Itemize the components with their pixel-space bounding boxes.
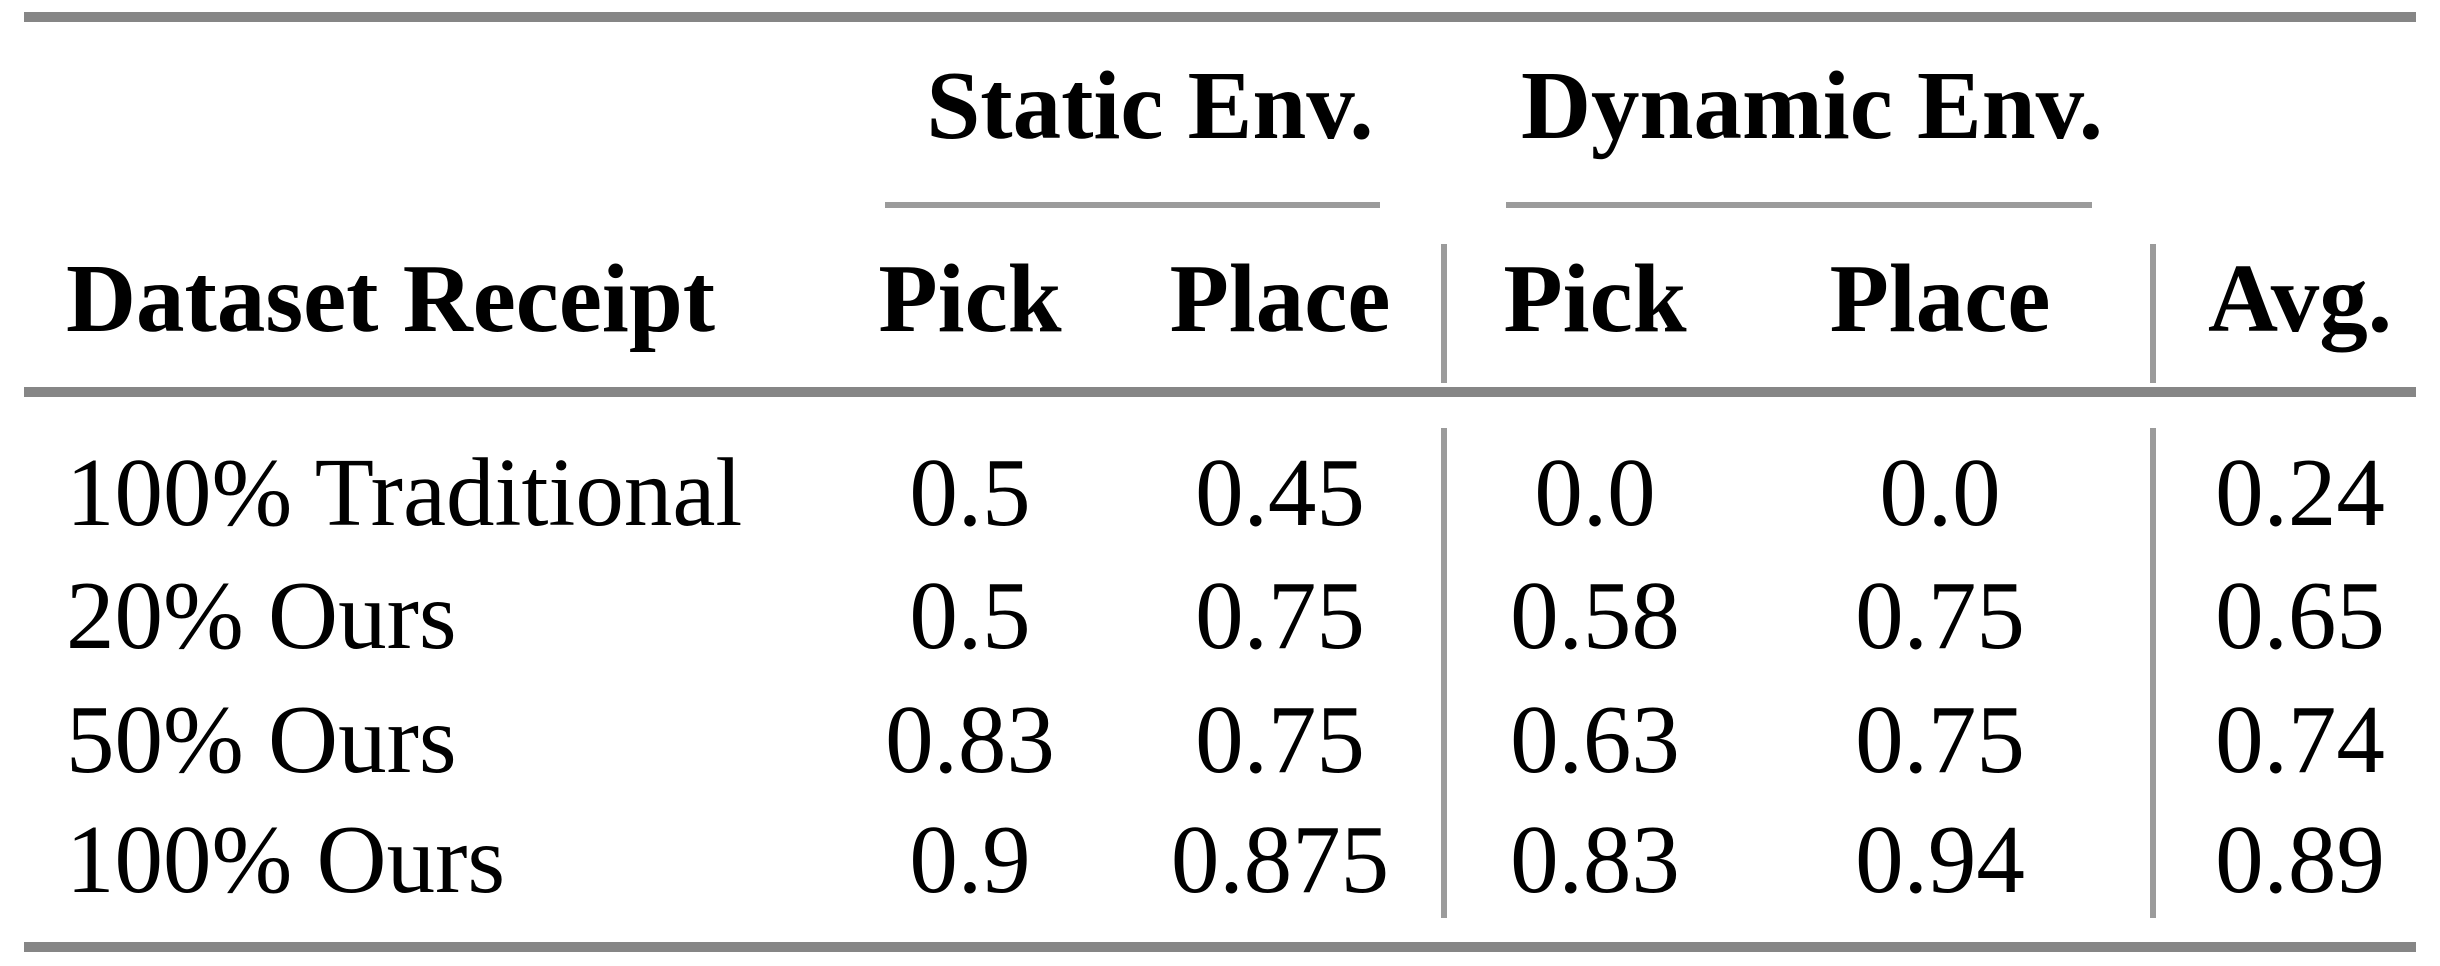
cell-r2-avg: 0.74 (2215, 686, 2385, 793)
cell-r3-avg: 0.89 (2215, 806, 2385, 913)
cell-r3-static-pick: 0.9 (909, 806, 1031, 913)
cell-r1-static-pick: 0.5 (909, 562, 1031, 669)
cell-r2-dynamic-place: 0.75 (1855, 686, 2025, 793)
cell-r2-static-pick: 0.83 (885, 686, 1055, 793)
cell-r0-static-pick: 0.5 (909, 439, 1031, 546)
cell-r3-static-place: 0.875 (1170, 806, 1390, 913)
column-header-avg: Avg. (2207, 245, 2393, 352)
vertical-rule-1-data-segment (1441, 428, 1447, 918)
cell-r0-dynamic-place: 0.0 (1879, 439, 2001, 546)
column-header-dataset-receipt: Dataset Receipt (66, 245, 716, 352)
group-header-static-env: Static Env. (926, 52, 1374, 159)
cell-r1-dynamic-pick: 0.58 (1510, 562, 1680, 669)
cell-r0-dynamic-pick: 0.0 (1534, 439, 1656, 546)
row-label-50-ours: 50% Ours (66, 686, 457, 793)
column-header-dynamic-pick: Pick (1503, 245, 1687, 352)
cell-r1-avg: 0.65 (2215, 562, 2385, 669)
bottom-rule (24, 942, 2416, 952)
vertical-rule-1-header-segment (1441, 244, 1447, 383)
top-rule (24, 12, 2416, 22)
cell-r1-static-place: 0.75 (1195, 562, 1365, 669)
cmidrule-static (885, 202, 1380, 208)
cell-r2-static-place: 0.75 (1195, 686, 1365, 793)
row-label-20-ours: 20% Ours (66, 562, 457, 669)
cell-r1-dynamic-place: 0.75 (1855, 562, 2025, 669)
cell-r0-static-place: 0.45 (1195, 439, 1365, 546)
vertical-rule-2-data-segment (2150, 428, 2156, 918)
cell-r0-avg: 0.24 (2215, 439, 2385, 546)
mid-rule (24, 387, 2416, 397)
cmidrule-dynamic (1506, 202, 2092, 208)
column-header-static-pick: Pick (878, 245, 1062, 352)
vertical-rule-2-header-segment (2150, 244, 2156, 383)
cell-r3-dynamic-place: 0.94 (1855, 806, 2025, 913)
group-header-dynamic-env: Dynamic Env. (1520, 52, 2104, 159)
column-header-dynamic-place: Place (1829, 245, 2051, 352)
column-header-static-place: Place (1169, 245, 1391, 352)
row-label-100-traditional: 100% Traditional (66, 439, 743, 546)
cell-r2-dynamic-pick: 0.63 (1510, 686, 1680, 793)
cell-r3-dynamic-pick: 0.83 (1510, 806, 1680, 913)
row-label-100-ours: 100% Ours (66, 806, 506, 913)
